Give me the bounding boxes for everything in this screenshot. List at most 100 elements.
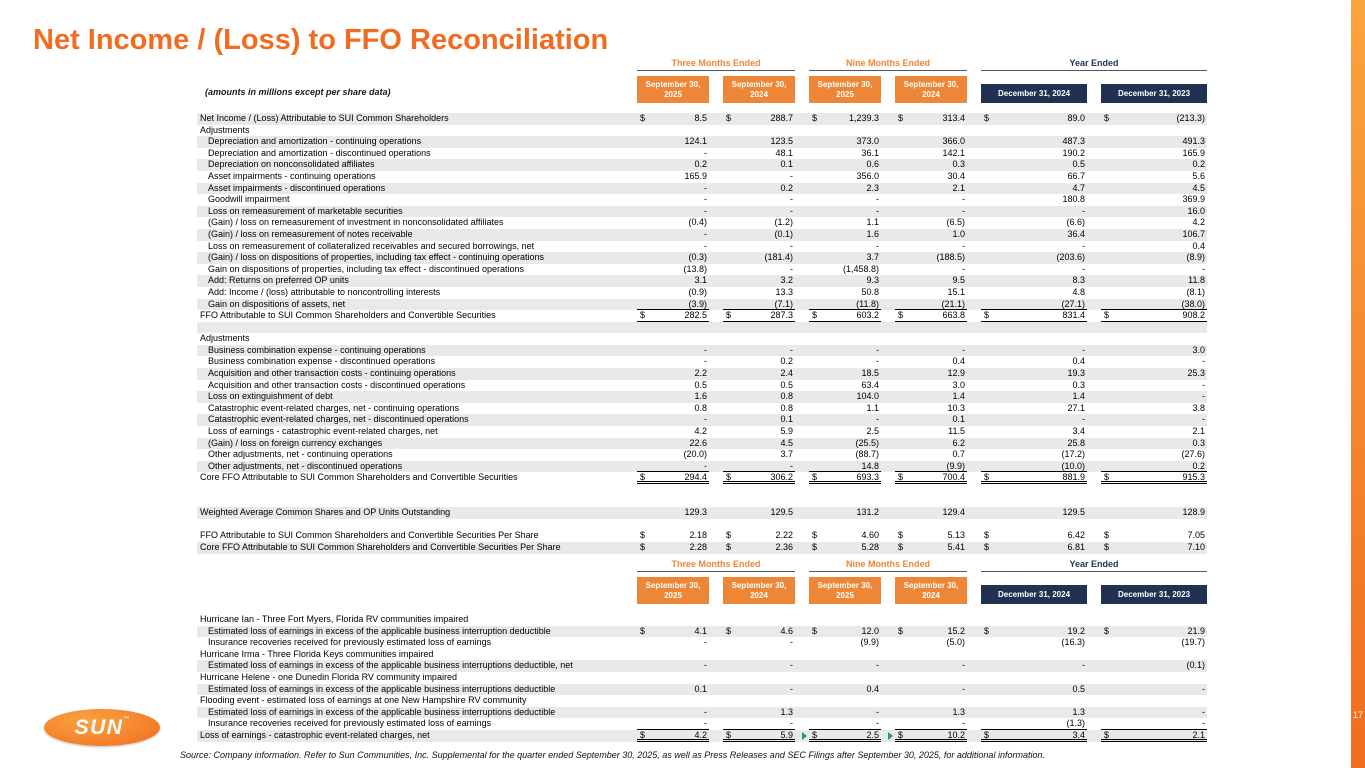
value-cell [637,322,709,334]
value-cell: - [637,718,709,730]
value-cell: 4.5 [1192,182,1205,193]
value-cell [809,125,881,137]
column-header: December 31, 2023 [1101,585,1207,604]
value-cell: 369.9 [1182,194,1205,205]
value-cell: (16.3) [1061,637,1085,648]
value-cell: (181.4) [764,252,793,263]
value-cell [981,695,1087,707]
row-label: Gain on dispositions of assets, net [208,298,346,309]
value-cell: - [1082,414,1085,425]
value-cell [895,125,967,137]
table-row: Asset impairments - continuing operation… [197,171,1207,183]
value-cell: (27.6) [1181,449,1205,460]
column-header: September 30, 2024 [895,76,967,103]
value-cell: 2.1 [952,182,965,193]
value-cell: - [1202,683,1205,694]
value-cell: - [809,718,881,730]
column-group-three-months-ended: Three Months Ended [637,559,795,572]
value-cell [723,333,795,345]
row-label: Net Income / (Loss) Attributable to SUI … [200,113,449,123]
section-header-row: Flooding event - estimated loss of earni… [197,695,1207,707]
value-cell: - [790,240,793,251]
value-cell [1101,672,1207,684]
value-cell [1101,322,1207,334]
slide-edge-bar [1351,0,1365,768]
column-header: September 30, 2025 [637,76,709,103]
value-cell: $3.4 [981,730,1087,742]
value-cell: 487.3 [1062,136,1085,147]
sun-communities-logo: SUN ™ [44,709,160,746]
value-cell [895,695,967,707]
value-cell: $831.4 [981,310,1087,322]
value-cell: - [704,356,707,367]
row-label: Loss of earnings - catastrophic event-re… [208,426,438,437]
value-cell: 373.0 [856,136,879,147]
value-cell: 25.8 [1067,437,1085,448]
value-cell: 1.1 [866,217,879,228]
value-cell: 5.6 [1192,170,1205,181]
value-cell [809,672,881,684]
value-cell: 9.5 [952,275,965,286]
value-cell: 1.0 [952,228,965,239]
value-cell: 0.2 [1101,461,1207,473]
value-cell: 0.4 [1192,240,1205,251]
value-cell: 5.9 [780,426,793,437]
table-row: Depreciation and amortization - continui… [197,136,1207,148]
value-cell: - [704,660,707,671]
value-cell [895,333,967,345]
row-label: Loss of earnings - catastrophic event-re… [200,729,430,740]
value-cell: $5.28 [812,541,879,552]
value-cell: 129.5 [770,507,793,518]
value-cell: 3.8 [1192,402,1205,413]
row-label [197,496,623,508]
table-row: Business combination expense - discontin… [197,356,1207,368]
value-cell [637,672,709,684]
value-cell: - [1082,660,1085,671]
column-header: September 30, 2025 [809,76,881,103]
row-label: Add: Returns on preferred OP units [208,275,349,286]
value-cell: $8.5 [640,113,707,123]
value-cell [981,614,1087,626]
value-cell: $89.0 [984,113,1085,123]
value-cell: 14.8 [809,461,881,473]
value-cell: 128.9 [1182,507,1205,518]
value-cell: (203.6) [1056,252,1085,263]
value-cell: 0.7 [952,449,965,460]
value-cell: - [704,344,707,355]
value-cell [895,649,967,661]
page-number: 17 [1352,710,1363,720]
value-cell: 1.3 [1072,706,1085,717]
value-cell: 0.4 [1072,356,1085,367]
value-cell: (20.0) [683,449,707,460]
value-cell: 1.6 [694,391,707,402]
value-cell [637,649,709,661]
column-header: September 30, 2024 [895,577,967,604]
row-label: Business combination expense - continuin… [208,344,426,355]
row-label: FFO Attributable to SUI Common Sharehold… [200,310,496,321]
value-cell: $2.22 [726,530,793,541]
source-note: Source: Company information. Refer to Su… [180,750,1045,760]
value-cell: 3.0 [1192,344,1205,355]
table-row: Catastrophic event-related charges, net … [197,414,1207,427]
value-cell: $282.5 [637,310,709,322]
row-label: FFO Attributable to SUI Common Sharehold… [200,530,539,541]
value-cell: 1.6 [866,228,879,239]
units-note: (amounts in millions except per share da… [205,87,391,97]
value-cell: 3.1 [694,275,707,286]
value-cell: 2.3 [866,182,879,193]
value-cell: 22.6 [689,437,707,448]
value-cell: - [1082,263,1085,274]
value-cell: 36.4 [1067,228,1085,239]
row-label: Hurricane Helene - one Dunedin Florida R… [200,671,457,682]
table-row: Estimated loss of earnings in excess of … [197,683,1207,696]
value-cell: 4.2 [1192,217,1205,228]
comment-flag-icon [888,731,893,740]
value-cell: 3.7 [866,252,879,263]
value-cell: 0.4 [866,683,879,694]
value-cell: 0.2 [780,182,793,193]
value-cell: 356.0 [856,170,879,181]
value-cell [809,695,881,707]
value-cell [809,322,881,334]
value-cell: 366.0 [942,136,965,147]
value-cell: 0.3 [1192,437,1205,448]
